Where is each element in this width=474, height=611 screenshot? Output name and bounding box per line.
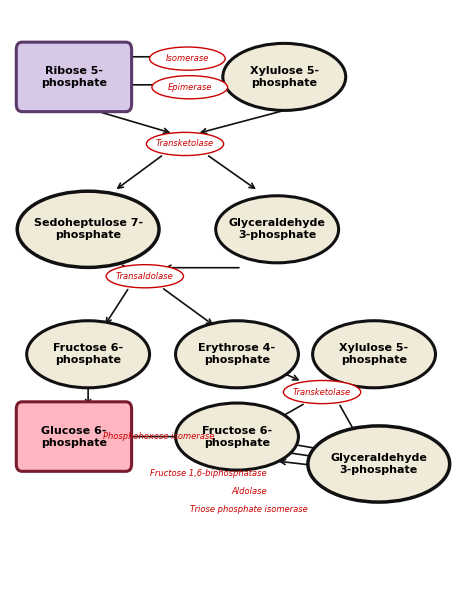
- Ellipse shape: [146, 133, 224, 156]
- Text: Erythrose 4-
phosphate: Erythrose 4- phosphate: [199, 343, 275, 365]
- Ellipse shape: [152, 76, 228, 99]
- Text: Glyceraldehyde
3-phosphate: Glyceraldehyde 3-phosphate: [330, 453, 427, 475]
- FancyBboxPatch shape: [16, 402, 132, 471]
- Text: Isomerase: Isomerase: [166, 54, 209, 63]
- Text: Triose phosphate isomerase: Triose phosphate isomerase: [190, 505, 308, 514]
- Ellipse shape: [216, 196, 338, 263]
- Ellipse shape: [313, 321, 436, 388]
- Text: Xylulose 5-
phosphate: Xylulose 5- phosphate: [250, 66, 319, 88]
- Text: Ribose 5-
phosphate: Ribose 5- phosphate: [41, 66, 107, 88]
- Ellipse shape: [308, 426, 450, 502]
- Text: Fructose 6-
phosphate: Fructose 6- phosphate: [53, 343, 123, 365]
- Text: Glucose 6-
phosphate: Glucose 6- phosphate: [41, 426, 107, 448]
- Text: Fructose 6-
phosphate: Fructose 6- phosphate: [202, 426, 272, 448]
- Text: Transketolase: Transketolase: [293, 387, 351, 397]
- Text: Xylulose 5-
phosphate: Xylulose 5- phosphate: [339, 343, 409, 365]
- Ellipse shape: [175, 403, 299, 470]
- Text: Transketolase: Transketolase: [156, 139, 214, 148]
- Text: Phosphohexose isomerase: Phosphohexose isomerase: [103, 432, 215, 441]
- Text: Epimerase: Epimerase: [167, 82, 212, 92]
- Ellipse shape: [106, 265, 183, 288]
- Text: Glyceraldehyde
3-phosphate: Glyceraldehyde 3-phosphate: [229, 218, 326, 240]
- FancyBboxPatch shape: [16, 42, 132, 112]
- Text: Transaldolase: Transaldolase: [116, 272, 173, 280]
- Ellipse shape: [150, 47, 225, 70]
- Text: Fructose 1,6-biphosphatase: Fructose 1,6-biphosphatase: [150, 469, 267, 478]
- Text: Aldolase: Aldolase: [231, 487, 267, 496]
- Ellipse shape: [27, 321, 150, 388]
- Ellipse shape: [283, 381, 361, 404]
- Text: Sedoheptulose 7-
phosphate: Sedoheptulose 7- phosphate: [34, 218, 143, 240]
- Ellipse shape: [223, 43, 346, 111]
- Ellipse shape: [175, 321, 299, 388]
- Ellipse shape: [17, 191, 159, 268]
